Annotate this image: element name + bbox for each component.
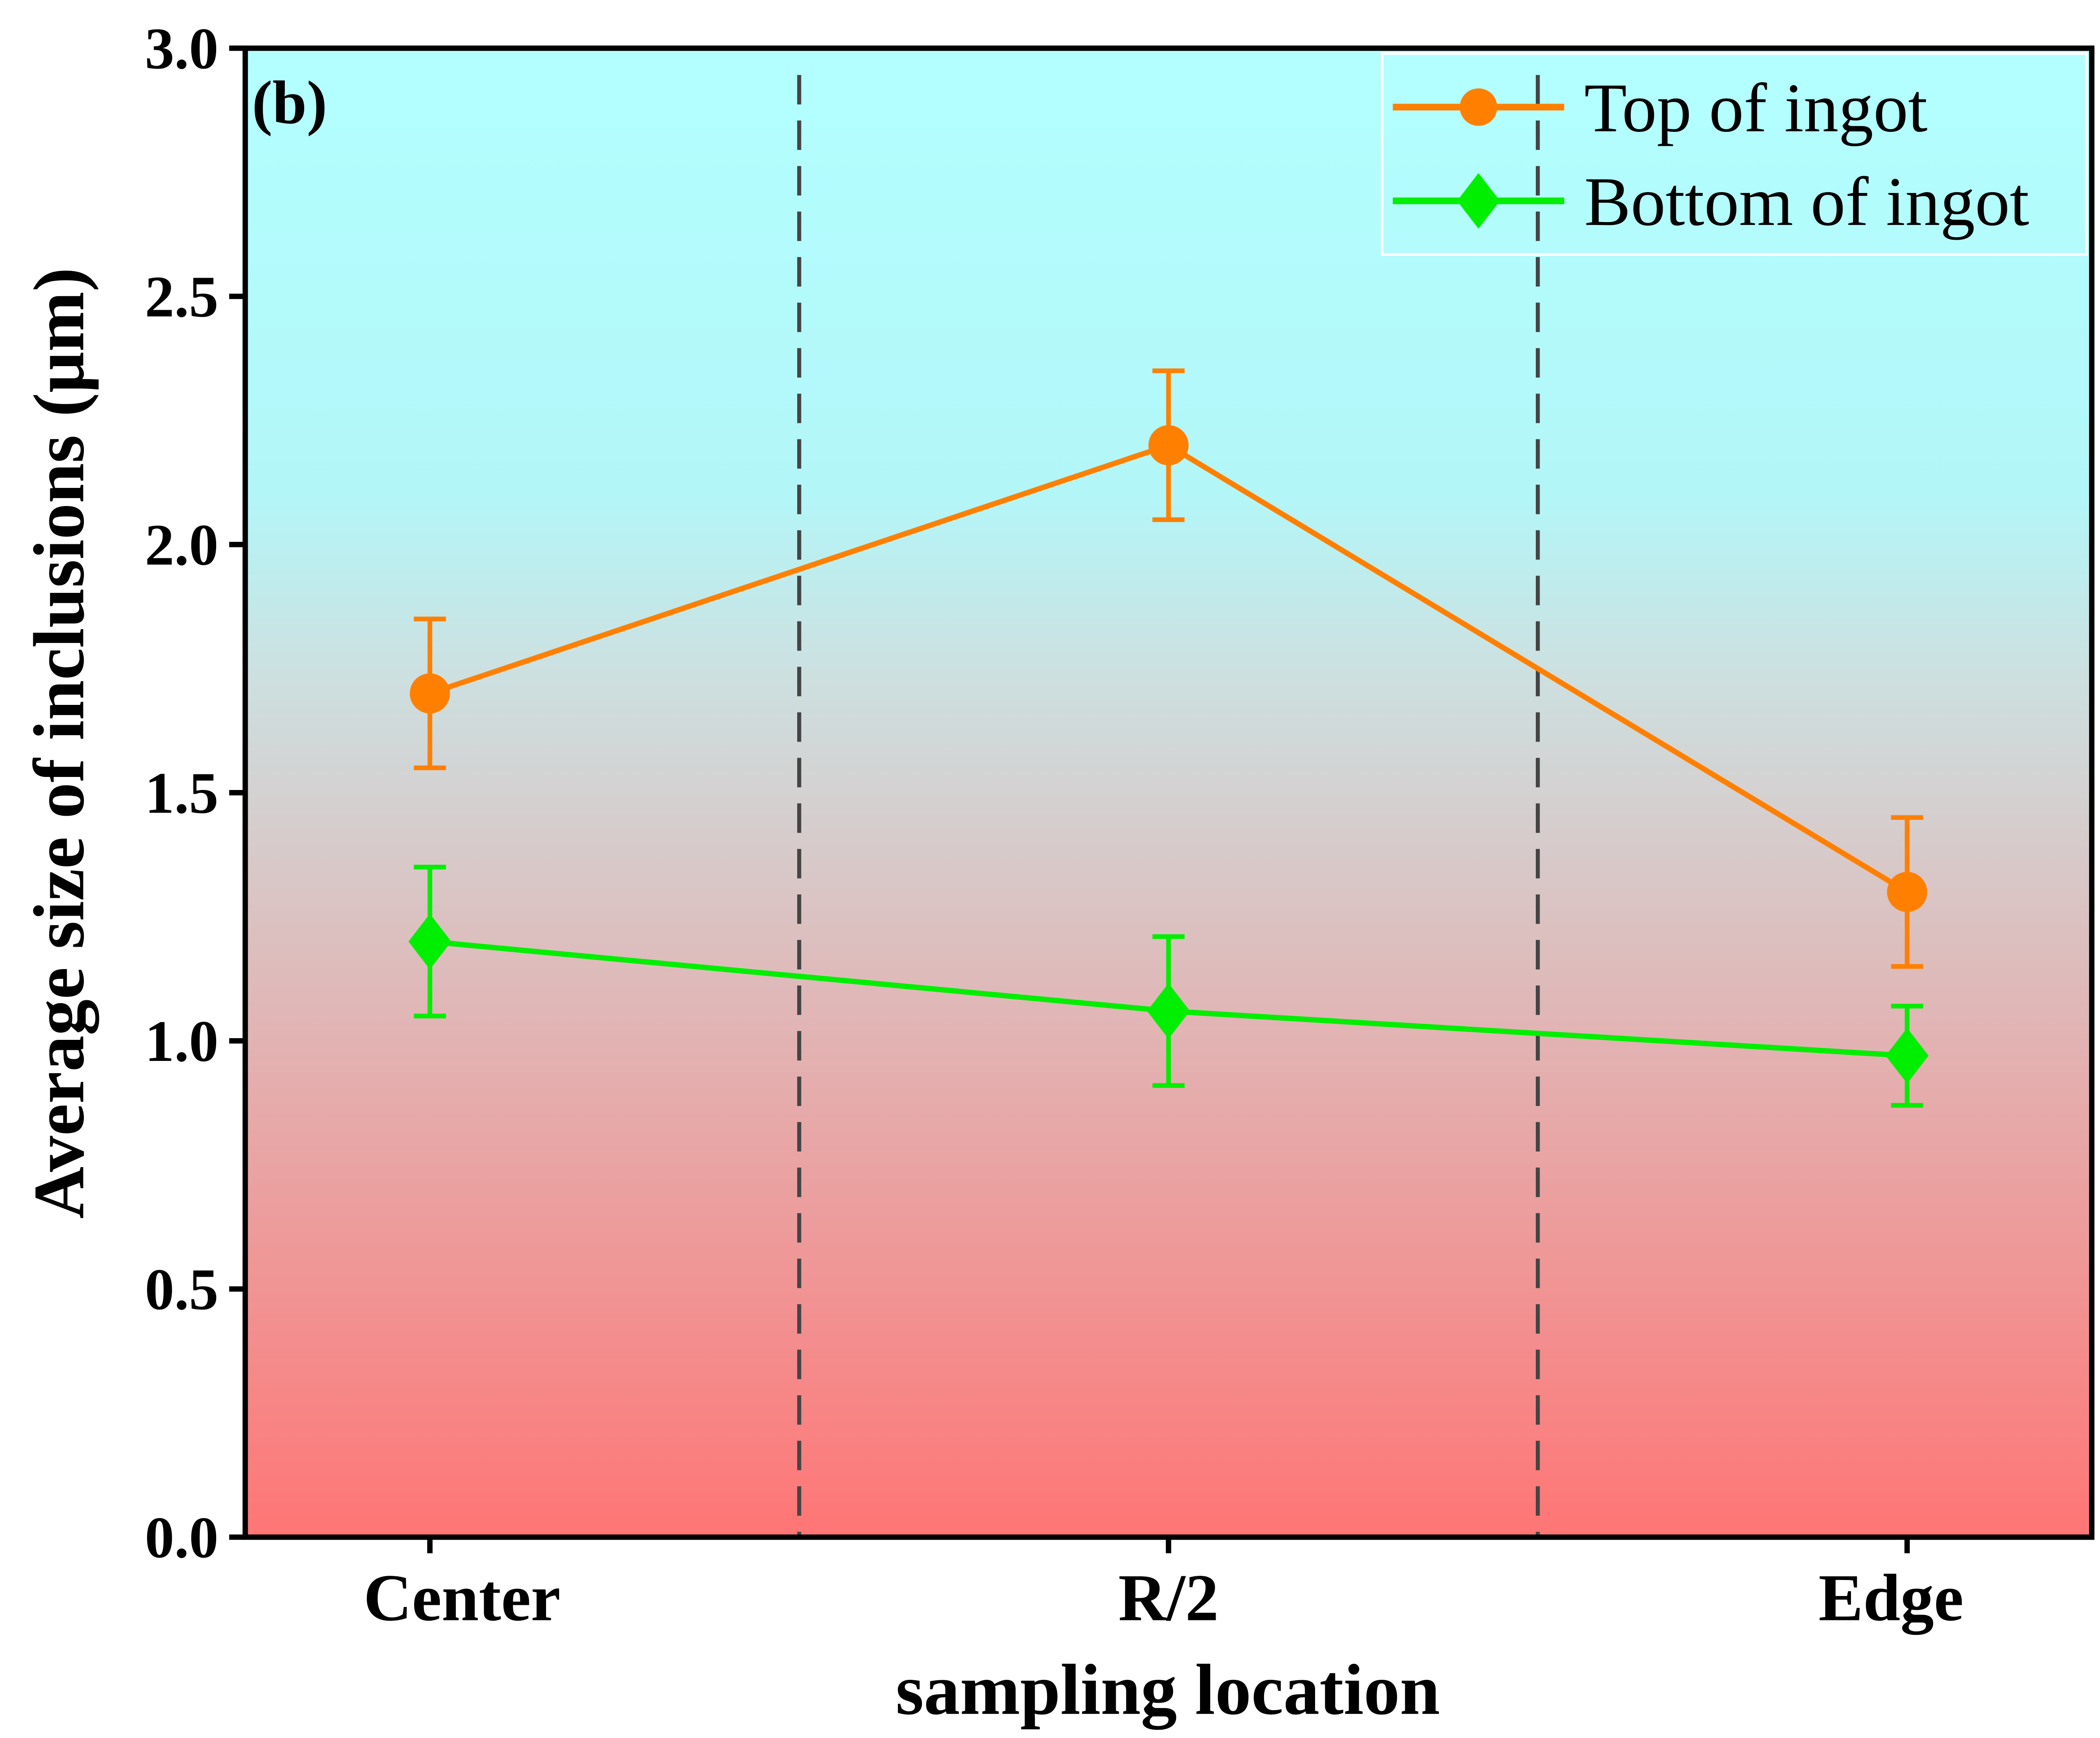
legend-box bbox=[1380, 52, 2088, 256]
category-dividers bbox=[797, 75, 1540, 1537]
legend-label: Top of ingot bbox=[1584, 69, 1928, 146]
marker-diamond bbox=[1457, 173, 1500, 229]
series-top-of-ingot bbox=[410, 368, 1927, 969]
x-tick-label: Edge bbox=[1819, 1561, 1963, 1635]
x-tick-label: Center bbox=[364, 1561, 561, 1635]
x-axis: Center R/2 Edge bbox=[364, 1537, 1963, 1635]
y-tick-label: 3.0 bbox=[145, 16, 219, 81]
marker-circle bbox=[1887, 872, 1927, 912]
y-tick-label: 2.0 bbox=[145, 512, 219, 578]
y-tick-label: 1.5 bbox=[145, 761, 219, 826]
x-axis-title: sampling location bbox=[896, 1650, 1440, 1730]
panel-label: (b) bbox=[252, 68, 327, 137]
marker-circle bbox=[1460, 88, 1497, 126]
legend: Top of ingot Bottom of ingot bbox=[1380, 52, 2088, 256]
marker-circle bbox=[1148, 425, 1189, 466]
plot-background bbox=[245, 48, 2092, 1537]
y-axis: 0.0 0.5 1.0 1.5 2.0 2.5 3.0 bbox=[145, 16, 246, 1570]
y-tick-label: 0.5 bbox=[145, 1257, 219, 1322]
y-tick-label: 1.0 bbox=[145, 1009, 219, 1074]
legend-label: Bottom of ingot bbox=[1584, 163, 2029, 240]
y-tick-label: 0.0 bbox=[145, 1505, 219, 1570]
marker-circle bbox=[410, 673, 450, 714]
y-tick-label: 2.5 bbox=[145, 264, 219, 329]
x-tick-label: R/2 bbox=[1118, 1561, 1219, 1635]
y-axis-title: Average size of inclusions (μm) bbox=[19, 268, 99, 1219]
